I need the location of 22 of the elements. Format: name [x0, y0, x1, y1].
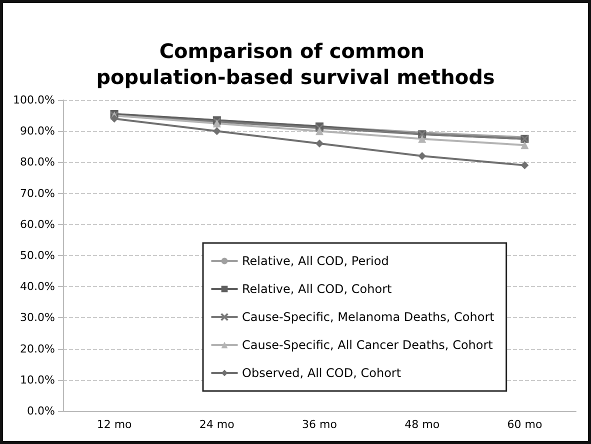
y-tick-label: 90.0%: [20, 124, 55, 138]
x-tick-label: 12 mo: [96, 418, 132, 431]
legend-label: Cause-Specific, Melanoma Deaths, Cohort: [242, 310, 495, 324]
y-tick-label: 40.0%: [20, 280, 55, 294]
y-tick-label: 10.0%: [20, 373, 55, 386]
x-tick-label: 36 mo: [302, 418, 338, 431]
chart-title: Comparison of common population-based survival methods: [96, 39, 495, 89]
y-tick-label: 70.0%: [20, 186, 55, 200]
x-tick-label: 60 mo: [507, 418, 542, 431]
y-tick-label: 30.0%: [20, 311, 55, 324]
y-tick-label: 0.0%: [27, 404, 55, 418]
y-tick-label: 80.0%: [20, 156, 55, 169]
x-tick-label: 24 mo: [199, 418, 235, 431]
legend-label: Relative, All COD, Period: [242, 254, 389, 268]
y-tick-label: 100.0%: [13, 94, 55, 106]
x-tick-label: 48 mo: [404, 418, 440, 431]
y-tick-label: 60.0%: [20, 218, 55, 231]
legend-label: Observed, All COD, Cohort: [242, 366, 402, 380]
y-tick-label: 50.0%: [20, 249, 55, 262]
y-tick-label: 20.0%: [20, 342, 55, 356]
legend-label: Cause-Specific, All Cancer Deaths, Cohort: [242, 338, 494, 352]
legend-label: Relative, All COD, Cohort: [242, 282, 392, 296]
